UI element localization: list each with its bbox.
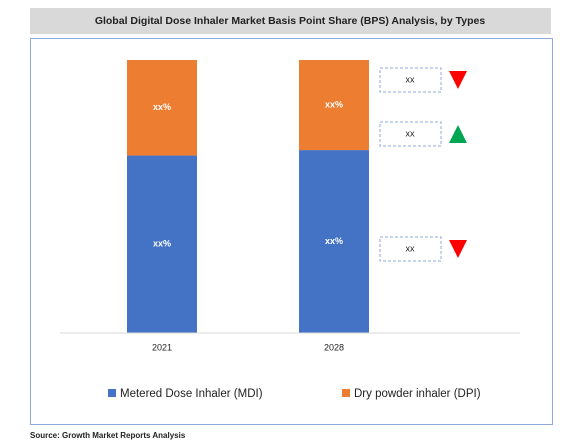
annotation-label: xx: [406, 128, 416, 138]
x-tick-label: 2021: [152, 342, 172, 352]
annotation-arrow: [449, 240, 467, 258]
annotation-box: [379, 236, 442, 262]
x-tick-label: 2028: [324, 342, 344, 352]
annotation-arrow: [449, 71, 467, 89]
data-label: xx%: [153, 239, 171, 249]
data-label: xx%: [153, 102, 171, 112]
bar-segment: [299, 150, 369, 333]
legend-swatch: [108, 389, 116, 397]
bar-segment: [127, 155, 197, 333]
annotation-label: xx: [406, 243, 416, 253]
bar-segment: [299, 60, 369, 151]
annotation-label: xx: [406, 74, 416, 84]
annotation-arrow: [449, 125, 467, 143]
annotation-box: [379, 67, 442, 93]
legend-swatch: [342, 389, 350, 397]
chart-title: Global Digital Dose Inhaler Market Basis…: [95, 15, 486, 27]
source: Source: Growth Market Reports Analysis: [30, 431, 186, 440]
legend-label: Metered Dose Inhaler (MDI): [120, 388, 263, 400]
title-bar: [30, 8, 551, 34]
legend-label: Dry powder inhaler (DPI): [354, 388, 481, 400]
data-label: xx%: [325, 236, 343, 246]
data-label: xx%: [325, 99, 343, 109]
bar-segment: [127, 60, 197, 156]
annotation-box: [379, 121, 442, 147]
chart-border: [30, 38, 553, 425]
